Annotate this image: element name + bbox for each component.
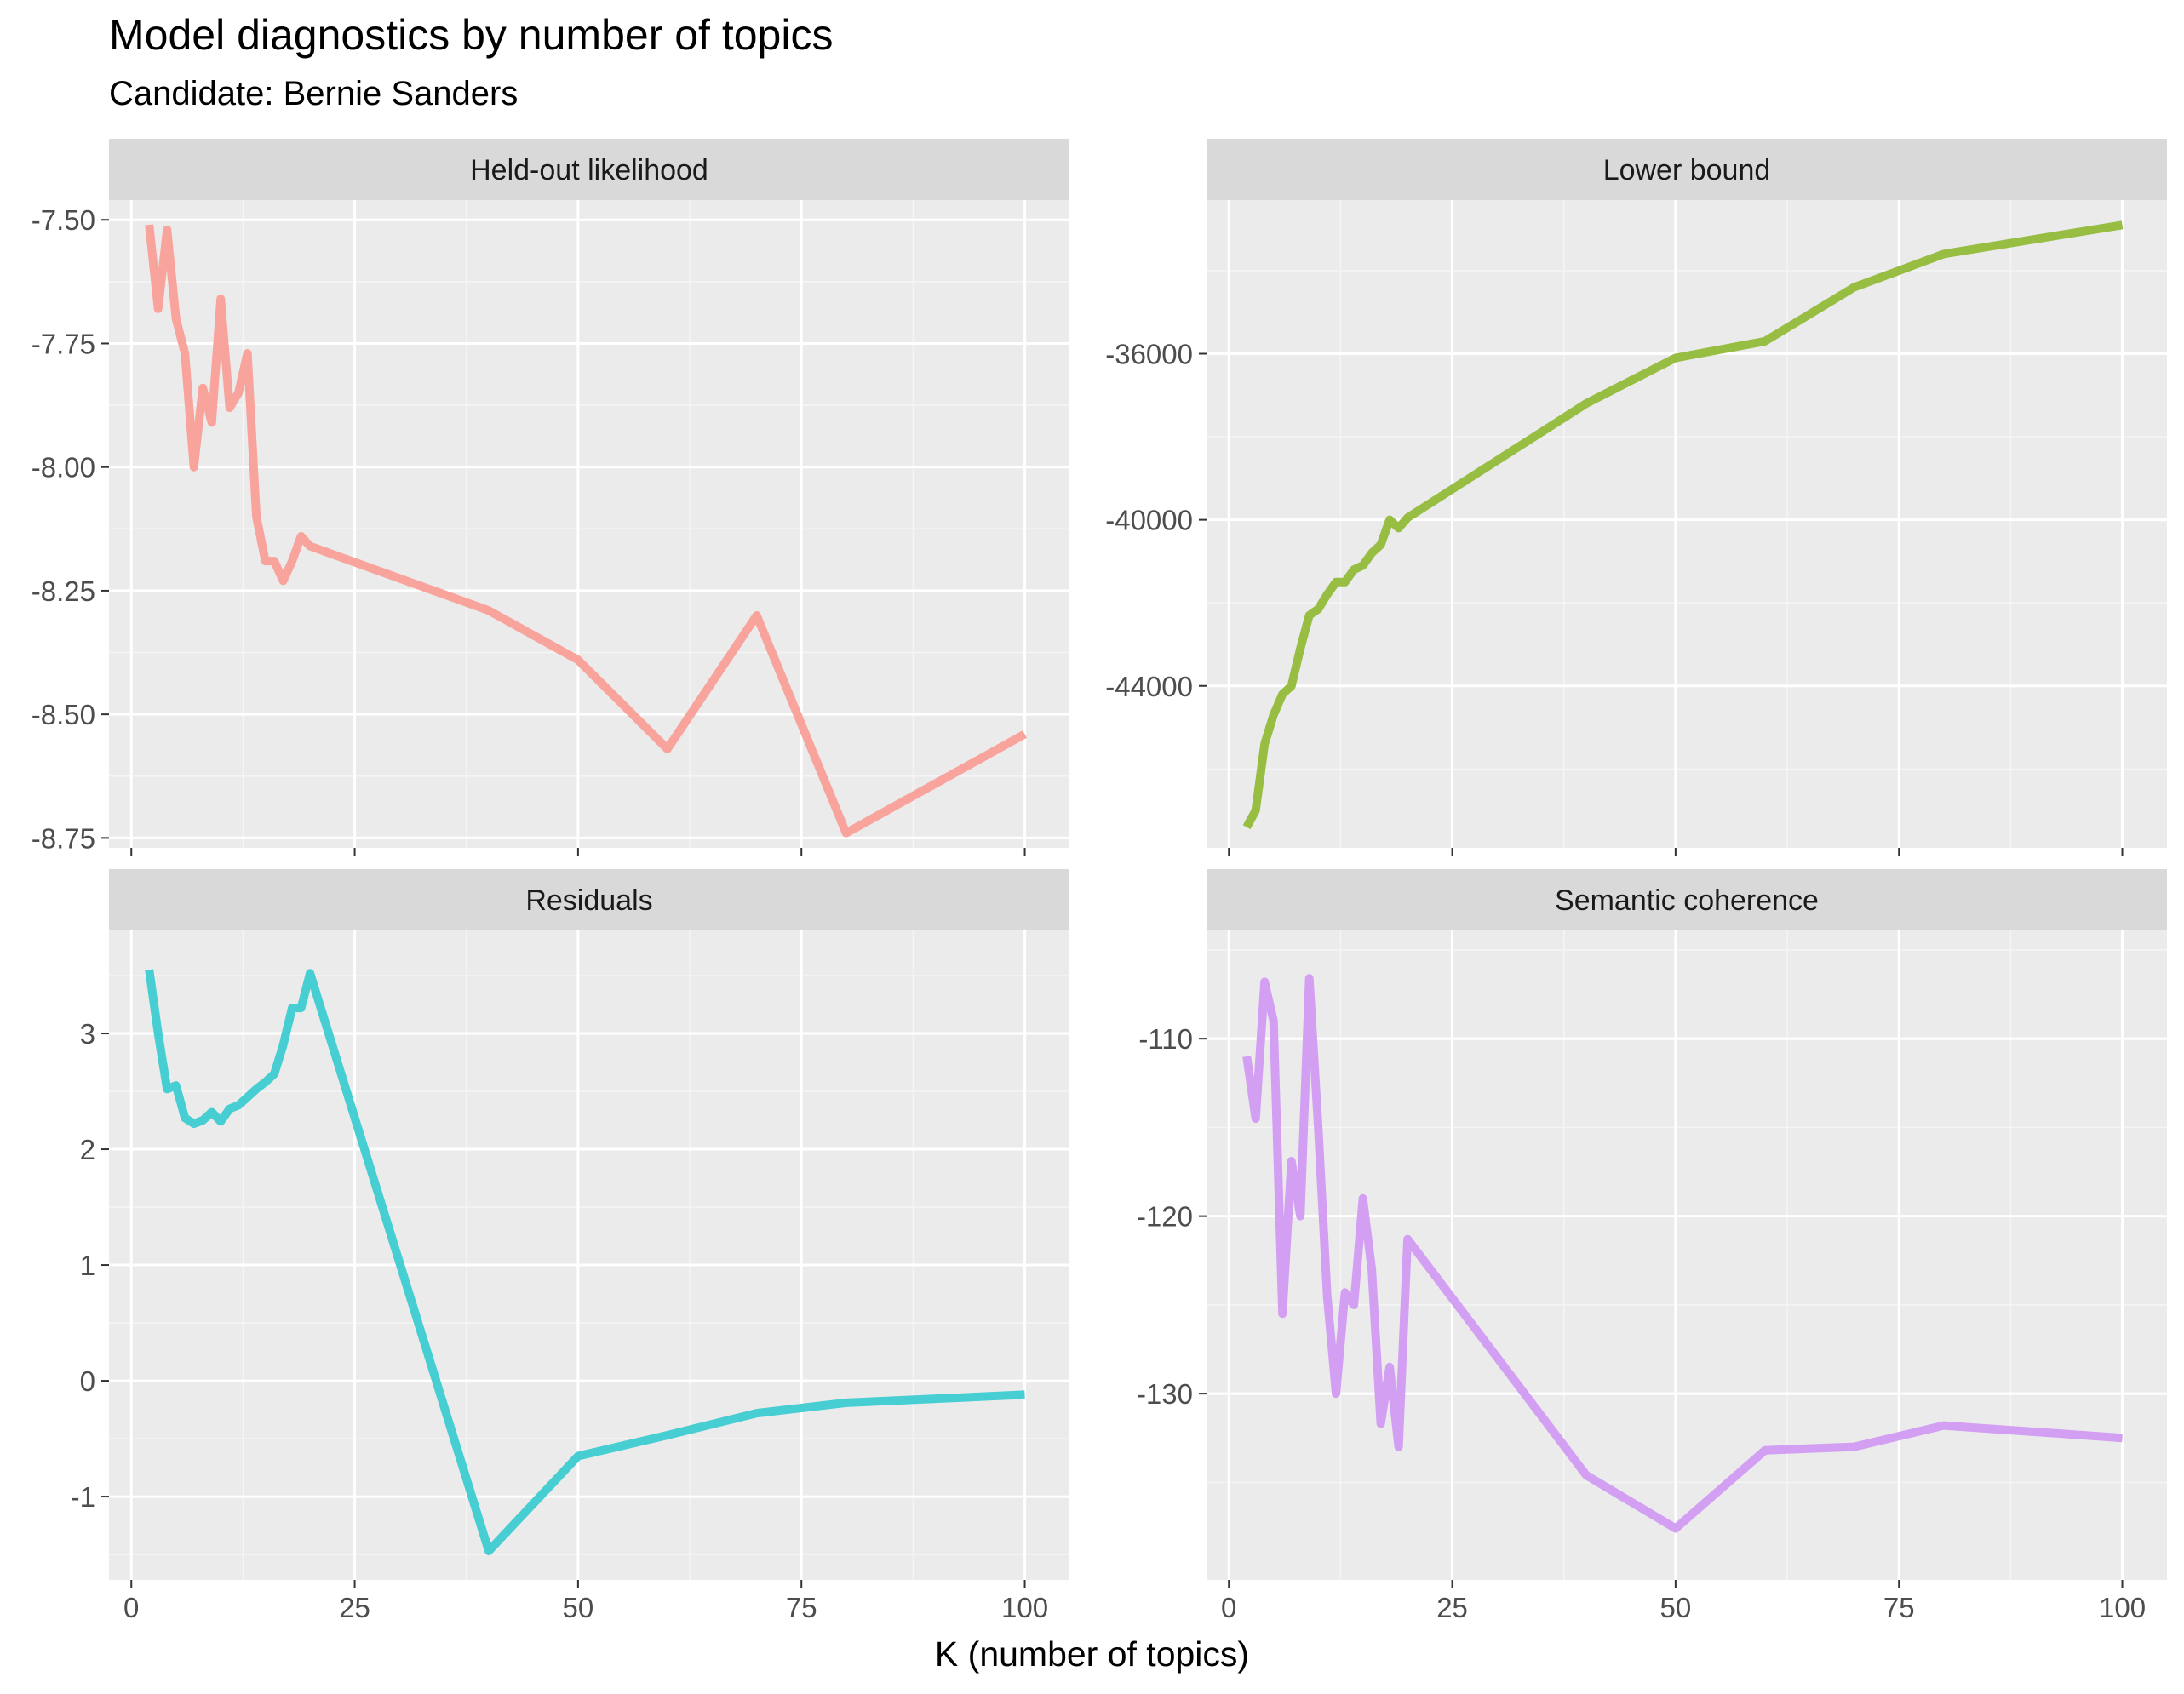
y-tick-label: -120 (1137, 1201, 1193, 1233)
x-tick-label: 25 (339, 1592, 370, 1623)
y-tick-label: 0 (80, 1365, 95, 1397)
facet-panel-1: Lower bound -36000 -40000 -44000 (1105, 139, 2167, 856)
x-tick-label: 0 (123, 1592, 139, 1623)
facet-strip (1207, 139, 2167, 200)
facet-strip (109, 869, 1069, 930)
facet-panel-2: Residuals 3 2 1 0 -1 0 25 50 75 100 (71, 869, 1069, 1623)
y-tick-label: -40000 (1105, 505, 1193, 536)
facet-strip (109, 139, 1069, 200)
y-tick-label: -8.25 (32, 575, 95, 607)
panel-background (109, 930, 1069, 1580)
facet-strip-label: Held-out likelihood (470, 154, 708, 186)
facet-panel-0: Held-out likelihood -7.50 -7.75 -8.00 -8.25 -… (32, 139, 1069, 856)
y-tick-label: 3 (80, 1018, 95, 1050)
x-tick-label: 50 (563, 1592, 594, 1623)
x-tick-label: 100 (2099, 1592, 2146, 1623)
chart-title: Model diagnostics by number of topics (109, 11, 834, 59)
y-tick-label: -44000 (1105, 671, 1193, 702)
x-tick-label: 75 (1883, 1592, 1915, 1623)
y-tick-label: -36000 (1105, 338, 1193, 369)
y-tick-label: -8.00 (32, 452, 95, 484)
panel-background (109, 200, 1069, 848)
y-tick-label: -110 (1138, 1023, 1193, 1055)
x-axis-title: K (number of topics) (934, 1634, 1250, 1674)
y-tick-label: -8.50 (32, 699, 95, 730)
panel-background (1207, 200, 2167, 848)
y-tick-label: -7.75 (32, 328, 95, 359)
facet-strip-label: Lower bound (1603, 154, 1771, 186)
x-tick-label: 100 (1001, 1592, 1048, 1623)
y-tick-label: -7.50 (32, 204, 95, 236)
y-tick-label: -130 (1137, 1378, 1193, 1410)
chart-subtitle: Candidate: Bernie Sanders (109, 75, 519, 112)
x-tick-label: 50 (1660, 1592, 1692, 1623)
facet-panel-3: Semantic coherence -110 -120 -130 0 25 50 75 100 (1137, 869, 2167, 1623)
facet-strip-label: Semantic coherence (1555, 884, 1819, 917)
x-tick-label: 0 (1221, 1592, 1236, 1623)
facet-strip-label: Residuals (525, 884, 652, 917)
x-tick-label: 25 (1436, 1592, 1468, 1623)
y-tick-label: -8.75 (32, 822, 95, 854)
y-tick-label: -1 (71, 1481, 95, 1513)
facet-strip (1207, 869, 2167, 930)
y-tick-label: 2 (80, 1134, 95, 1165)
y-tick-label: 1 (80, 1250, 95, 1281)
x-tick-label: 75 (786, 1592, 817, 1623)
